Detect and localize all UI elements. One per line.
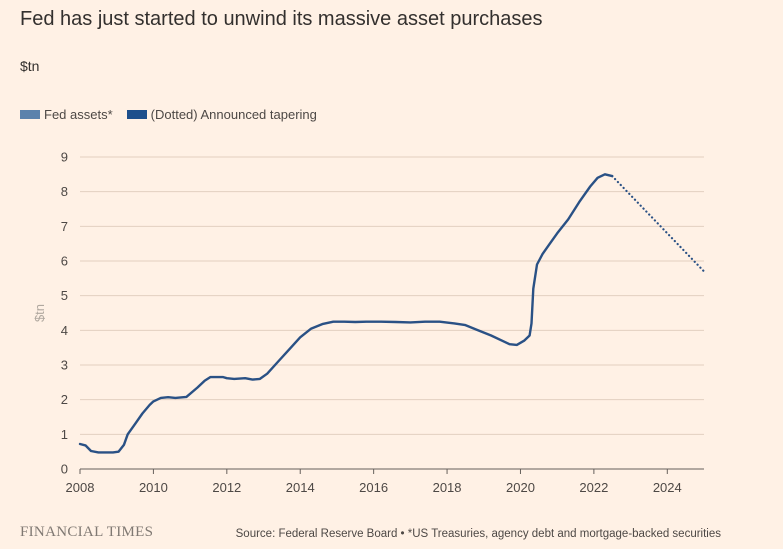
y-tick-label-2: 2 (61, 392, 68, 407)
x-tick-label-2020: 2020 (506, 480, 535, 495)
chart-subtitle-unit: $tn (20, 58, 40, 74)
source-note: Source: Federal Reserve Board • *US Trea… (235, 528, 721, 540)
x-tick-label-2016: 2016 (359, 480, 388, 495)
x-tick-label-2022: 2022 (579, 480, 608, 495)
legend-label-tapering: (Dotted) Announced tapering (150, 107, 317, 122)
y-tick-label-4: 4 (61, 323, 68, 338)
chart-legend: Fed assets* (Dotted) Announced tapering (20, 107, 331, 122)
y-tick-label-1: 1 (61, 427, 68, 442)
x-tick-label-2008: 2008 (66, 480, 95, 495)
series-line-announced-tapering (611, 175, 706, 273)
y-tick-label-7: 7 (61, 219, 68, 234)
y-tick-label-8: 8 (61, 184, 68, 199)
y-axis-label: $tn (32, 304, 47, 322)
publisher-logo: FINANCIAL TIMES (20, 524, 154, 540)
y-tick-label-5: 5 (61, 288, 68, 303)
y-tick-label-9: 9 (61, 150, 68, 165)
y-tick-label-3: 3 (61, 358, 68, 373)
y-tick-label-0: 0 (61, 462, 68, 477)
legend-swatch-tapering (126, 110, 147, 119)
series-line-fed-assets (78, 173, 614, 454)
legend-item-tapering: (Dotted) Announced tapering (126, 107, 317, 122)
chart-title: Fed has just started to unwind its massi… (20, 8, 543, 30)
x-tick-label-2010: 2010 (139, 480, 168, 495)
x-tick-label-2012: 2012 (212, 480, 241, 495)
x-tick-label-2024: 2024 (653, 480, 682, 495)
x-tick-label-2018: 2018 (433, 480, 462, 495)
legend-label-fed-assets: Fed assets* (44, 107, 113, 122)
legend-item-fed-assets: Fed assets* (20, 107, 113, 122)
legend-swatch-fed-assets (20, 110, 40, 119)
x-tick-label-2014: 2014 (286, 480, 315, 495)
y-tick-label-6: 6 (61, 254, 68, 269)
